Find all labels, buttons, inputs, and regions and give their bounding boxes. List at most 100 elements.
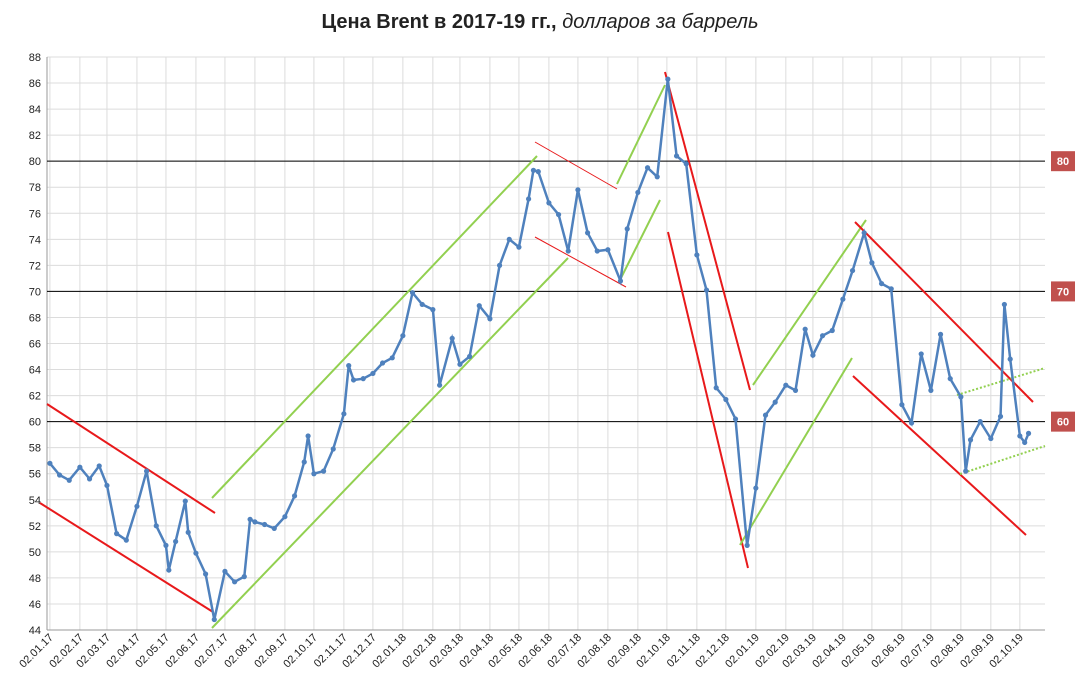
price-point [575, 187, 581, 193]
price-point [888, 286, 894, 292]
price-point [732, 416, 739, 422]
trend-line [956, 367, 1046, 396]
price-point [673, 153, 680, 159]
price-point [849, 267, 856, 274]
price-point [1025, 430, 1032, 436]
price-point [430, 307, 436, 313]
price-point [819, 333, 826, 339]
price-point [311, 471, 317, 477]
price-point [419, 301, 425, 308]
price-point [496, 262, 503, 268]
reference-label-box [1051, 151, 1075, 172]
y-tick-label: 64 [29, 365, 41, 377]
price-point [525, 196, 532, 202]
trend-line [739, 357, 853, 546]
y-tick-label: 76 [29, 208, 41, 220]
price-point [584, 230, 591, 236]
price-point [624, 226, 630, 232]
price-point [546, 200, 552, 206]
price-point [350, 377, 357, 383]
price-point [457, 361, 463, 367]
price-point [96, 463, 102, 469]
price-point [565, 248, 571, 254]
price-point [617, 278, 624, 284]
price-point [185, 529, 191, 535]
price-point [261, 521, 268, 528]
y-tick-label: 46 [29, 599, 41, 611]
price-point [409, 290, 416, 296]
price-line [48, 78, 1030, 620]
price-point [967, 437, 974, 443]
price-point [713, 385, 719, 391]
price-point [163, 542, 169, 548]
reference-label-box [1051, 281, 1075, 302]
y-tick-label: 80 [29, 156, 41, 168]
price-point [271, 525, 277, 532]
price-point [635, 189, 641, 196]
price-point [683, 161, 689, 167]
y-tick-label: 50 [29, 547, 41, 559]
grid: 44 46 48 50 52 54 56 58 60 62 64 66 68 70 72 74 76 78 80 82… [17, 52, 1045, 670]
y-tick-label: 44 [29, 625, 41, 637]
price-point [114, 531, 120, 537]
price-point [997, 413, 1004, 420]
price-point [389, 355, 395, 361]
price-point [241, 574, 247, 580]
trend-line [852, 375, 1027, 536]
y-tick-label: 86 [29, 78, 41, 90]
price-point [947, 376, 953, 382]
price-point [56, 472, 63, 478]
price-point [535, 169, 541, 175]
y-tick-label: 72 [29, 260, 41, 272]
price-point [437, 382, 443, 388]
price-point [605, 247, 611, 253]
price-point [104, 482, 110, 489]
price-point [182, 498, 188, 504]
price-point [232, 579, 238, 585]
title: Цена Brent в 2017-19 гг., [322, 11, 557, 33]
reference-label: 60 [1057, 417, 1069, 429]
chart-title: Цена Brent в 2017-19 гг., долларов за ба… [322, 11, 759, 33]
price-point [123, 537, 129, 543]
price-point [878, 280, 885, 287]
price-point [282, 514, 288, 520]
y-tick-label: 84 [29, 104, 41, 116]
subtitle: долларов за баррель [562, 11, 758, 33]
price-point [247, 516, 253, 522]
trend-line [46, 403, 216, 514]
price-point [654, 174, 660, 180]
price-point [341, 411, 347, 417]
price-point [320, 468, 327, 474]
price-point [222, 568, 228, 574]
reference-label: 70 [1057, 286, 1069, 298]
reference-label-box [1051, 411, 1075, 432]
price-point [958, 394, 964, 400]
price-point [937, 331, 944, 337]
price-point [908, 420, 915, 426]
price-point [829, 327, 835, 334]
price-point [1001, 301, 1007, 308]
price-point [1007, 356, 1013, 362]
price-point [723, 396, 729, 403]
trend-lines [39, 71, 1046, 629]
trend-line [39, 502, 214, 613]
price-point [202, 571, 209, 577]
price-point [252, 519, 258, 525]
trend-line [854, 221, 1034, 403]
price-point [291, 493, 298, 499]
price-point [694, 252, 700, 258]
price-point [173, 538, 179, 545]
price-point [928, 387, 934, 393]
price-point [516, 244, 522, 250]
price-point [301, 459, 307, 465]
price-point [360, 376, 366, 382]
price-point [166, 567, 172, 573]
price-point [47, 460, 53, 466]
y-tick-label: 70 [29, 286, 41, 298]
trend-line [534, 236, 627, 288]
price-point [449, 335, 455, 341]
price-point [772, 399, 778, 405]
price-point [918, 351, 924, 357]
price-point [211, 616, 217, 623]
trend-line [752, 219, 867, 386]
